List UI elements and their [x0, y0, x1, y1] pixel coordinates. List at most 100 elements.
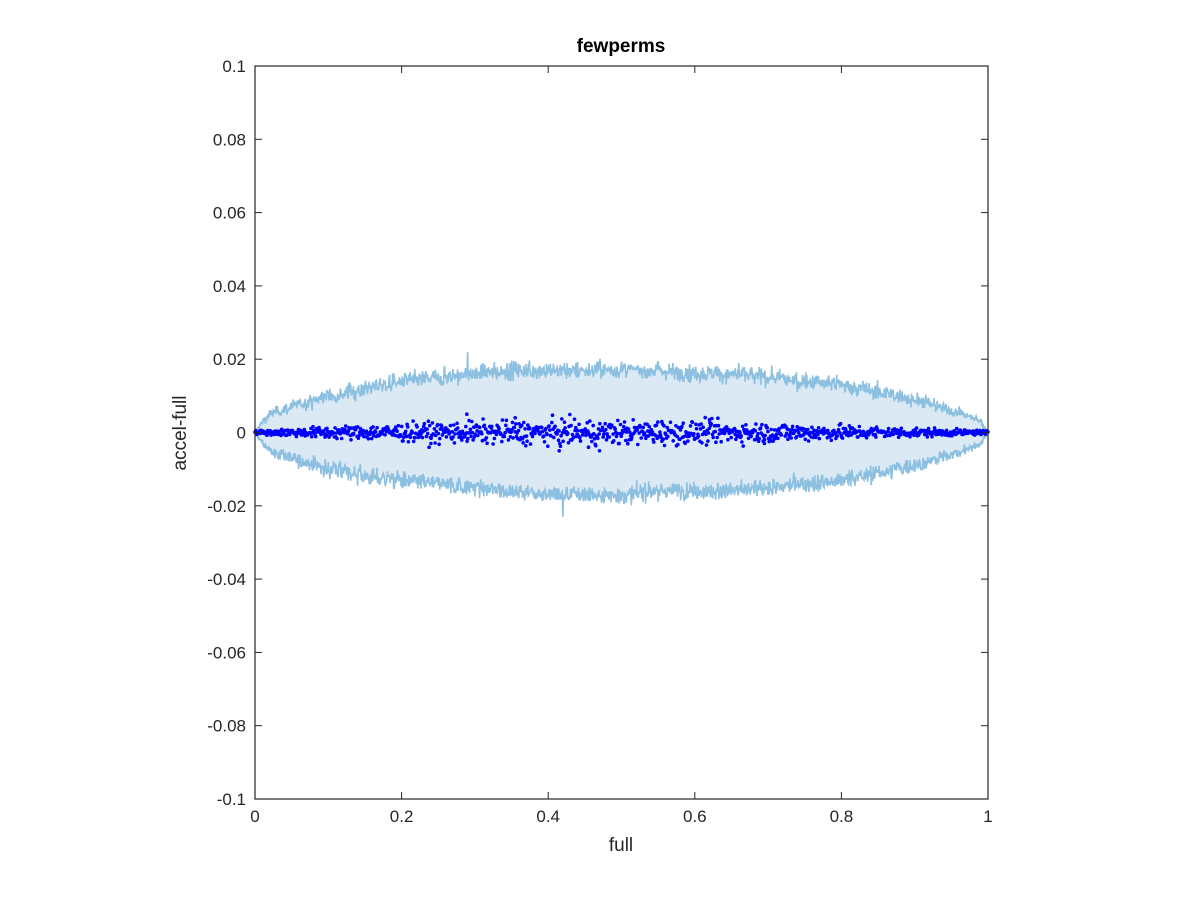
data-point: [452, 441, 457, 445]
data-point: [647, 424, 651, 429]
data-point: [706, 439, 710, 443]
data-point: [366, 437, 371, 441]
data-point: [355, 425, 360, 429]
y-tick-label: -0.08: [207, 717, 246, 736]
data-point: [504, 423, 508, 428]
data-point: [553, 424, 557, 429]
data-point: [699, 422, 703, 426]
data-point: [812, 428, 816, 433]
data-point: [545, 432, 549, 437]
data-point: [715, 435, 719, 440]
data-point: [401, 435, 406, 440]
data-point: [806, 427, 810, 432]
data-point: [694, 422, 698, 427]
data-point: [846, 433, 851, 438]
data-point: [838, 421, 843, 426]
data-point: [547, 424, 551, 428]
data-point: [704, 443, 709, 447]
data-point: [836, 427, 841, 432]
y-tick-label: -0.1: [217, 790, 246, 809]
data-point: [899, 426, 904, 431]
data-point: [436, 431, 441, 436]
data-point: [480, 432, 484, 436]
data-point: [497, 426, 501, 431]
data-point: [762, 438, 767, 442]
data-point: [924, 432, 929, 436]
data-point: [738, 430, 742, 435]
data-point: [605, 432, 609, 436]
data-point: [758, 426, 763, 431]
data-point: [788, 433, 792, 437]
data-point: [641, 425, 645, 430]
data-point: [546, 444, 550, 449]
data-point: [597, 449, 602, 453]
data-point: [333, 426, 337, 430]
data-point: [789, 436, 793, 440]
data-point: [668, 420, 673, 425]
band-lower-edge: [254, 431, 989, 517]
data-point: [666, 434, 670, 439]
data-point: [740, 424, 745, 429]
data-point: [719, 439, 723, 444]
data-point: [544, 426, 548, 431]
data-point: [557, 449, 561, 453]
data-point: [707, 417, 712, 422]
data-point: [636, 442, 640, 447]
data-point: [478, 425, 482, 430]
data-point: [358, 426, 363, 431]
data-point: [523, 427, 527, 431]
data-point: [465, 412, 469, 417]
data-point: [561, 439, 565, 444]
data-point: [814, 435, 818, 440]
data-point: [500, 418, 505, 422]
data-point: [521, 441, 525, 445]
data-point: [285, 433, 289, 437]
x-tick-label: 0.2: [390, 807, 414, 826]
data-point: [528, 426, 532, 431]
data-point: [510, 420, 515, 425]
data-point: [481, 417, 485, 421]
data-point: [425, 431, 430, 436]
data-point: [756, 431, 760, 436]
data-point: [425, 427, 429, 431]
data-point: [465, 439, 469, 444]
data-point: [514, 422, 518, 426]
data-point: [652, 440, 656, 444]
data-point: [345, 432, 350, 436]
data-point: [451, 435, 455, 439]
data-point: [662, 443, 667, 448]
data-point: [520, 423, 524, 428]
data-point: [556, 438, 561, 443]
data-point: [371, 425, 375, 429]
data-point: [816, 426, 821, 430]
data-point: [638, 425, 643, 429]
data-point: [524, 443, 528, 448]
data-point: [578, 439, 583, 443]
data-point: [586, 445, 591, 450]
data-point: [511, 436, 515, 440]
data-point: [563, 426, 567, 430]
data-point: [302, 427, 307, 432]
data-point: [612, 439, 616, 443]
data-point: [313, 432, 317, 436]
data-point: [773, 436, 777, 441]
data-point: [732, 426, 737, 431]
y-tick-label: 0.02: [213, 350, 246, 369]
data-point: [396, 423, 401, 428]
data-point: [597, 432, 601, 436]
data-point: [492, 436, 497, 441]
data-point: [584, 433, 588, 438]
data-point: [569, 423, 573, 428]
data-point: [548, 428, 552, 432]
y-tick-label: 0: [237, 424, 246, 443]
data-point: [661, 437, 665, 442]
data-point: [480, 438, 485, 443]
data-point: [908, 435, 912, 439]
data-point: [470, 430, 475, 435]
data-point: [516, 428, 521, 433]
data-point: [311, 424, 315, 429]
data-point: [572, 435, 576, 439]
data-point: [698, 427, 703, 431]
data-point: [660, 419, 664, 424]
data-point: [309, 434, 314, 439]
